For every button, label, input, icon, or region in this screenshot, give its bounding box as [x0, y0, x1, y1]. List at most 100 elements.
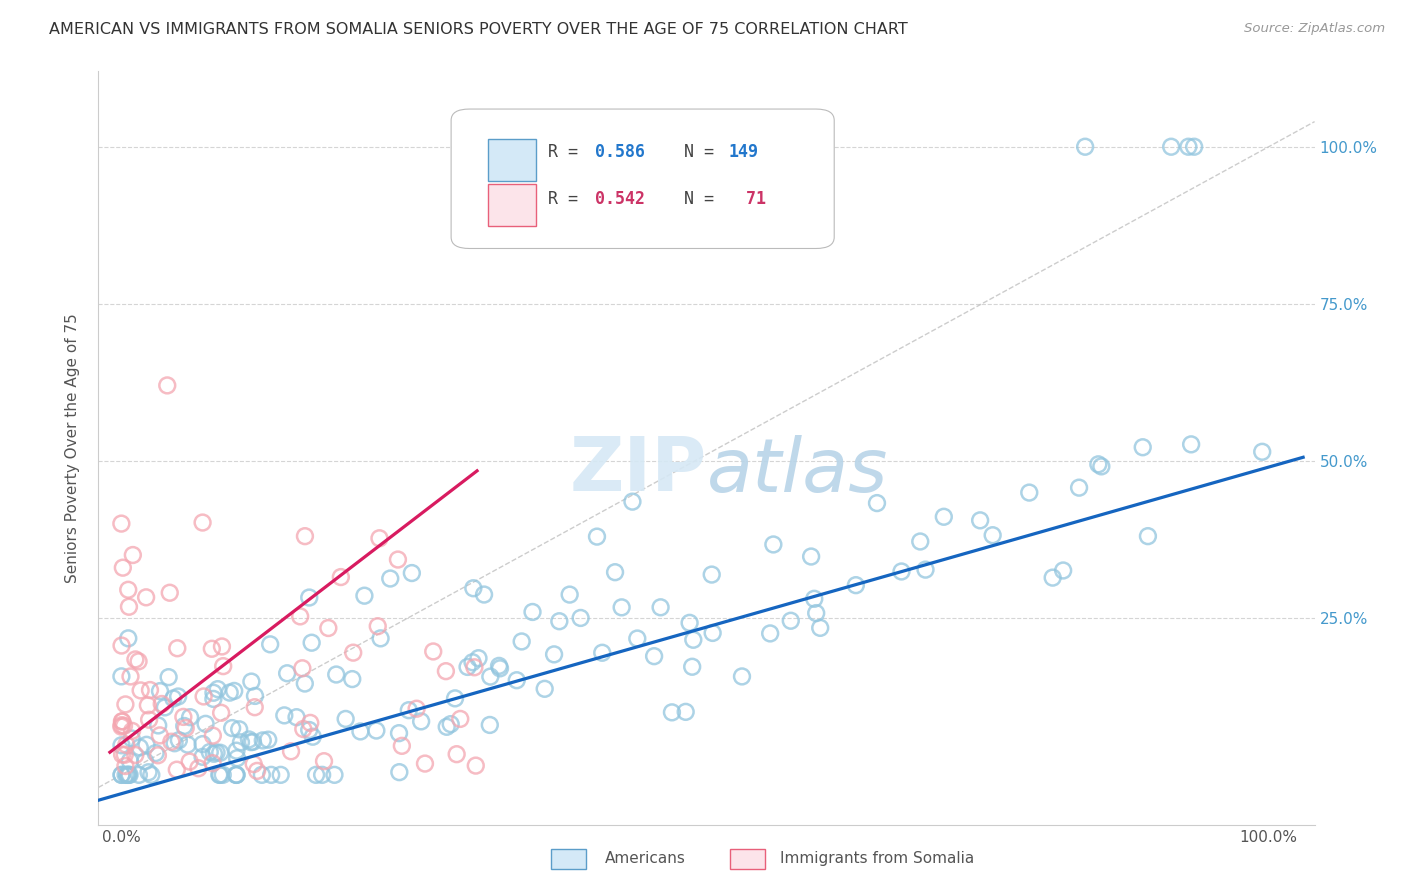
Point: [173, 719, 195, 733]
FancyBboxPatch shape: [451, 109, 834, 249]
Point: [260, 768, 283, 782]
Point: [225, 768, 247, 782]
Point: [969, 513, 991, 527]
Point: [610, 600, 633, 615]
Point: [488, 659, 510, 673]
Point: [1182, 140, 1205, 154]
Point: [380, 572, 402, 586]
Point: [148, 718, 170, 732]
Point: [135, 738, 157, 752]
Point: [1052, 564, 1074, 578]
Point: [1180, 437, 1202, 451]
Point: [650, 600, 672, 615]
Point: [201, 756, 224, 771]
Point: [257, 732, 280, 747]
Point: [270, 768, 292, 782]
Point: [136, 698, 159, 713]
Point: [591, 646, 613, 660]
Point: [621, 494, 644, 508]
Point: [201, 729, 224, 743]
Text: 0.586: 0.586: [595, 143, 644, 161]
Point: [803, 591, 825, 606]
Point: [135, 591, 157, 605]
Point: [207, 682, 229, 697]
Point: [806, 606, 828, 620]
Point: [349, 724, 371, 739]
Point: [166, 763, 188, 777]
Point: [342, 672, 364, 686]
FancyBboxPatch shape: [488, 139, 536, 181]
Point: [202, 686, 225, 700]
Point: [115, 738, 138, 752]
Point: [167, 690, 190, 704]
Point: [335, 712, 357, 726]
Point: [1160, 140, 1182, 154]
Point: [446, 747, 468, 761]
Point: [479, 670, 502, 684]
Point: [391, 739, 413, 753]
Point: [159, 586, 181, 600]
Point: [478, 718, 501, 732]
Point: [218, 685, 240, 699]
Point: [440, 717, 463, 731]
Point: [141, 768, 163, 782]
Point: [467, 651, 489, 665]
Point: [292, 722, 315, 736]
Point: [472, 588, 495, 602]
Point: [150, 697, 173, 711]
Point: [118, 599, 141, 614]
Point: [120, 669, 142, 683]
Point: [128, 740, 150, 755]
Point: [661, 706, 683, 720]
Point: [603, 565, 626, 579]
Point: [226, 751, 249, 765]
Point: [163, 736, 186, 750]
Point: [138, 713, 160, 727]
Point: [167, 733, 190, 747]
Point: [288, 609, 311, 624]
Point: [250, 768, 273, 782]
Text: N =: N =: [664, 143, 724, 161]
Point: [121, 731, 143, 746]
Point: [291, 661, 314, 675]
Point: [510, 634, 533, 648]
Point: [543, 648, 565, 662]
Point: [1067, 481, 1090, 495]
Point: [117, 632, 139, 646]
Point: [172, 710, 194, 724]
Point: [242, 735, 264, 749]
Point: [387, 552, 409, 566]
Point: [209, 706, 232, 720]
Point: [298, 591, 321, 605]
Point: [325, 667, 347, 681]
Point: [166, 641, 188, 656]
Point: [149, 728, 172, 742]
Point: [342, 646, 364, 660]
Point: [370, 632, 392, 646]
Point: [228, 723, 250, 737]
Point: [678, 615, 700, 630]
Point: [273, 708, 295, 723]
Point: [463, 581, 485, 595]
Point: [702, 626, 724, 640]
Point: [305, 768, 328, 782]
Point: [299, 715, 322, 730]
Point: [890, 565, 912, 579]
Point: [157, 670, 180, 684]
Point: [117, 768, 139, 782]
Point: [366, 723, 388, 738]
Point: [139, 683, 162, 698]
Point: [301, 636, 323, 650]
Point: [675, 705, 697, 719]
Point: [411, 714, 433, 729]
Point: [153, 700, 176, 714]
Point: [779, 614, 801, 628]
Point: [187, 761, 209, 775]
Point: [205, 746, 228, 760]
Point: [681, 659, 703, 673]
Point: [114, 747, 136, 762]
Point: [221, 721, 243, 735]
Point: [1136, 529, 1159, 543]
Point: [129, 683, 152, 698]
Point: [398, 703, 420, 717]
